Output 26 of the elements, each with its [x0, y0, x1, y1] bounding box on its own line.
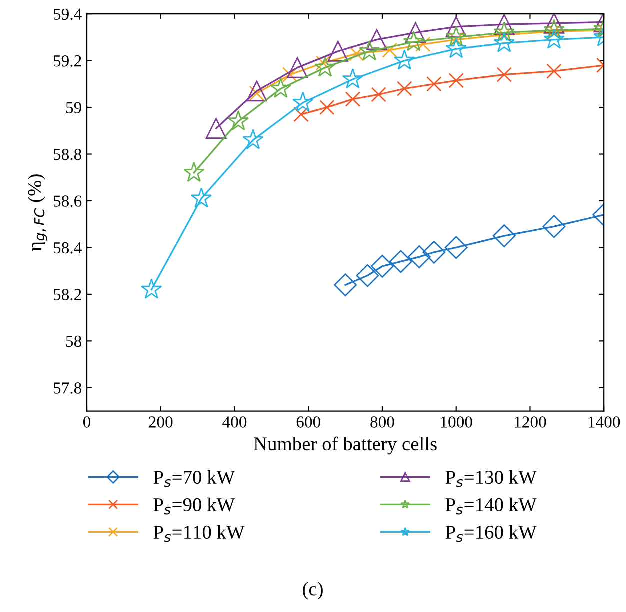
legend-label: P$_{s}$=90 kW — [154, 498, 236, 515]
legend-label: P$_{s}$=160 kW — [446, 525, 537, 542]
legend-label: P$_{s}$=130 kW — [446, 470, 537, 488]
y-tick-label: 58.8 — [54, 148, 82, 160]
y-tick-label: 58.2 — [54, 289, 82, 300]
y-tick-label: 57.8 — [54, 382, 82, 394]
x-tick-label: 1200 — [515, 416, 546, 428]
y-axis-title: η$_{g,FC}$ (%) — [28, 174, 48, 252]
y-tick-label: 59.2 — [54, 56, 82, 67]
x-axis-title: Number of battery cells — [254, 436, 437, 455]
text: (c) — [303, 582, 323, 600]
y-tick-label: 58.4 — [54, 242, 82, 254]
x-tick-label: 0 — [83, 416, 91, 428]
y-tick-label: 59 — [66, 102, 82, 114]
legend-label: P$_{s}$=140 kW — [446, 498, 537, 515]
x-tick-label: 600 — [296, 416, 320, 428]
y-tick-label: 58.6 — [54, 196, 82, 208]
x-tick-label: 1400 — [588, 416, 620, 428]
legend-label: P$_{s}$=110 kW — [154, 525, 245, 542]
x-tick-label: 800 — [370, 416, 394, 428]
x-tick-label: 200 — [149, 416, 173, 428]
y-tick-label: 58 — [66, 336, 82, 348]
legend-label: P$_{s}$=70 kW — [154, 470, 236, 488]
y-tick-label: 59.4 — [54, 8, 82, 20]
x-tick-label: 1000 — [441, 416, 472, 428]
x-tick-label: 400 — [222, 416, 247, 428]
